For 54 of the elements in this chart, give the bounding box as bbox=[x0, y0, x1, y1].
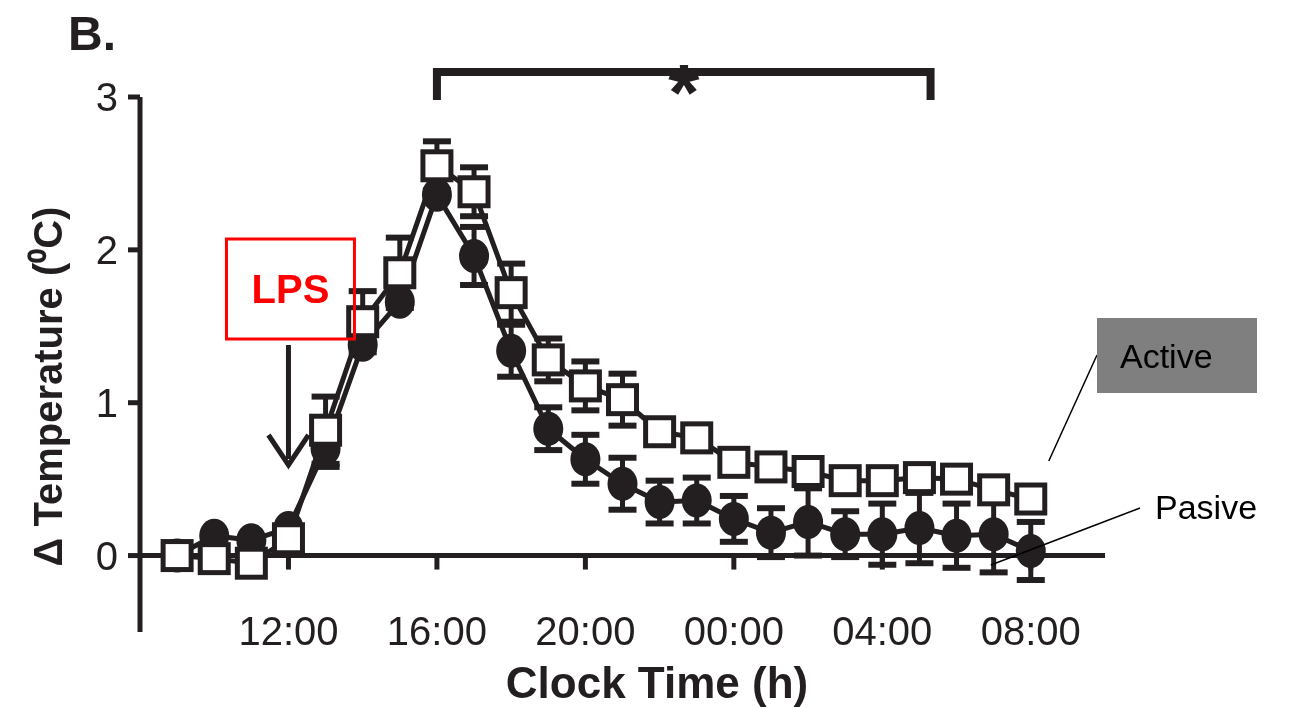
point bbox=[420, 149, 454, 183]
point bbox=[234, 546, 268, 580]
point bbox=[643, 415, 677, 449]
point bbox=[941, 518, 972, 553]
x-tick-label: 16:00 bbox=[386, 609, 487, 653]
point bbox=[867, 517, 898, 552]
point bbox=[531, 343, 565, 377]
point bbox=[754, 450, 788, 484]
x-tick-label: 08:00 bbox=[980, 609, 1081, 653]
x-tick-label: 12:00 bbox=[238, 609, 339, 653]
point bbox=[755, 515, 786, 550]
point bbox=[496, 333, 527, 368]
point bbox=[717, 445, 751, 479]
point bbox=[383, 256, 417, 290]
y-tick-label: 1 bbox=[95, 381, 118, 426]
point bbox=[791, 455, 825, 488]
point bbox=[681, 483, 712, 518]
point bbox=[902, 461, 936, 495]
point bbox=[828, 464, 862, 498]
x-tick-label: 04:00 bbox=[832, 609, 933, 653]
point bbox=[793, 504, 824, 539]
x-axis-title: Clock Time (h) bbox=[505, 658, 809, 707]
point bbox=[865, 464, 899, 498]
point bbox=[309, 413, 343, 447]
point bbox=[978, 517, 1009, 552]
point bbox=[533, 411, 564, 446]
point bbox=[568, 369, 602, 403]
point bbox=[570, 442, 601, 477]
y-axis-title: Δ Temperature (⁰C) bbox=[26, 206, 70, 567]
point bbox=[904, 511, 935, 546]
point bbox=[271, 522, 305, 556]
point bbox=[1014, 482, 1048, 516]
x-tick-label: 20:00 bbox=[535, 609, 636, 653]
point bbox=[607, 466, 638, 501]
annotation: LPS bbox=[251, 267, 330, 312]
text: Active bbox=[1120, 337, 1213, 376]
y-tick-label: 0 bbox=[95, 533, 118, 578]
text: Pasive bbox=[1155, 488, 1258, 527]
point bbox=[459, 238, 490, 273]
point bbox=[644, 485, 675, 520]
point bbox=[940, 462, 974, 496]
point bbox=[197, 542, 231, 576]
point bbox=[606, 383, 639, 417]
point bbox=[830, 517, 861, 552]
x-tick-label: 00:00 bbox=[683, 609, 784, 653]
text: B. bbox=[68, 7, 116, 60]
y-tick-label: 3 bbox=[95, 75, 118, 120]
point bbox=[494, 276, 528, 310]
point bbox=[457, 175, 491, 209]
point bbox=[977, 473, 1011, 507]
point bbox=[680, 421, 714, 455]
point bbox=[718, 501, 749, 536]
point bbox=[1015, 533, 1046, 568]
y-tick-label: 2 bbox=[95, 228, 118, 273]
